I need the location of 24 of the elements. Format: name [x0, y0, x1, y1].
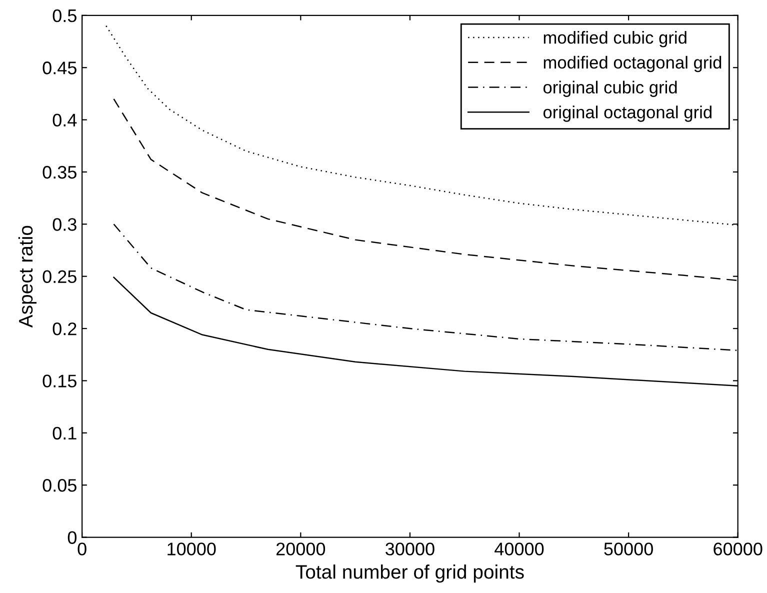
x-tick-label: 10000	[168, 542, 216, 556]
legend-label: original octagonal grid	[543, 106, 712, 122]
x-tick-label: 60000	[714, 542, 762, 556]
y-tick-label: 0.5	[52, 9, 76, 22]
x-axis-title: Total number of grid points	[296, 564, 524, 583]
x-tick-label: 0	[78, 542, 86, 556]
y-tick-label: 0	[68, 531, 77, 544]
x-tick-label: 20000	[276, 542, 326, 556]
legend-label: original cubic grid	[543, 80, 677, 97]
legend-label: modified cubic grid	[544, 31, 686, 48]
y-tick-label: 0.25	[42, 270, 76, 284]
y-tick-label: 0.3	[52, 218, 76, 231]
legend-label: modified octagonal grid	[544, 56, 722, 72]
y-tick-label: 0.05	[42, 479, 76, 492]
x-tick-label: 40000	[494, 542, 544, 556]
y-tick-label: 0.2	[52, 322, 76, 336]
y-tick-label: 0.35	[42, 166, 76, 179]
y-axis-title: Aspect ratio	[18, 226, 37, 328]
y-tick-label: 0.1	[52, 426, 76, 440]
y-tick-label: 0.15	[42, 374, 76, 388]
y-tick-label: 0.45	[42, 62, 76, 74]
x-tick-label: 30000	[386, 542, 434, 556]
x-tick-label: 50000	[604, 542, 653, 556]
y-tick-label: 0.4	[52, 114, 77, 127]
